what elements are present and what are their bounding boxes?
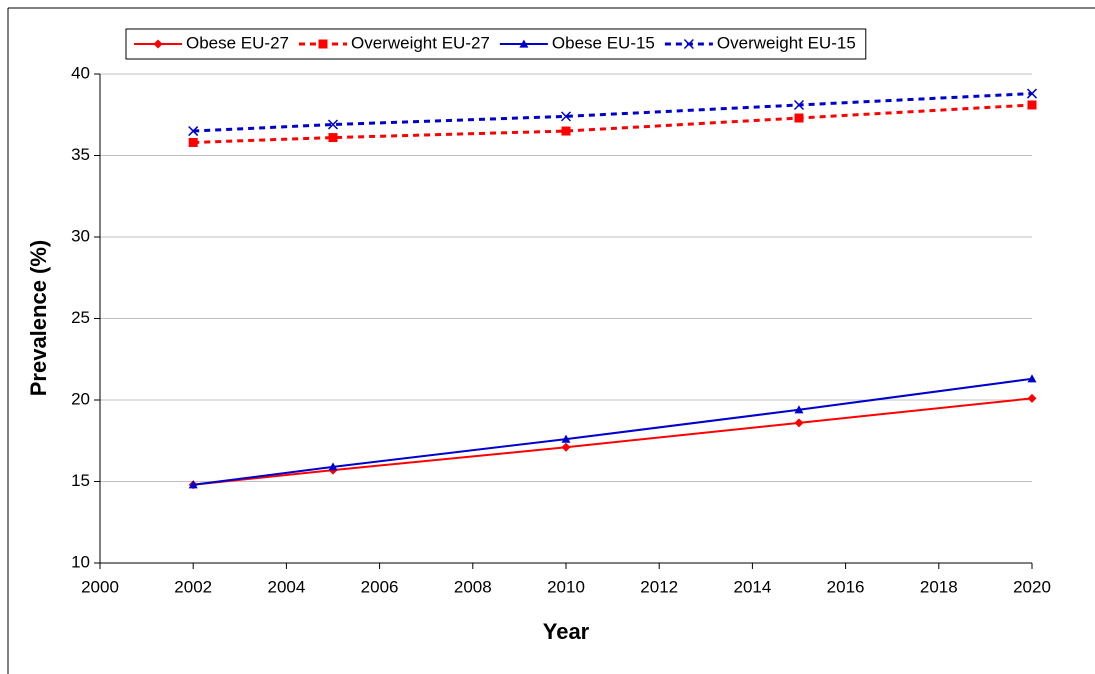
marker [1027,374,1037,383]
marker [1027,100,1037,110]
x-tick-label: 2008 [454,577,492,596]
marker [318,39,328,49]
x-tick-label: 2000 [81,577,119,596]
series-line [193,397,1033,486]
marker [328,462,338,471]
marker [793,99,805,111]
x-tick-label: 2012 [640,577,678,596]
legend-box [125,28,867,60]
marker [153,39,163,49]
y-tick-label: 20 [71,389,90,408]
x-tick-label: 2014 [733,577,771,596]
y-tick-label: 30 [71,226,90,245]
legend-label: Overweight EU-27 [351,33,490,52]
marker [561,434,571,443]
x-tick-label: 2016 [827,577,865,596]
y-tick-label: 25 [71,308,90,327]
x-tick-label: 2002 [174,577,212,596]
y-tick-label: 40 [71,63,90,82]
marker [794,418,804,428]
marker [683,38,694,50]
series-line [193,92,1033,133]
marker [328,133,338,143]
y-tick-label: 35 [71,145,90,164]
legend-label: Obese EU-15 [552,33,655,52]
legend-label: Overweight EU-15 [717,33,856,52]
marker [1027,393,1037,403]
marker [188,126,199,137]
x-axis-title: Year [543,619,590,644]
x-tick-label: 2006 [361,577,399,596]
marker [327,119,339,130]
marker [561,126,571,136]
marker [188,480,198,489]
marker [561,442,571,452]
marker [1026,88,1038,99]
marker [794,113,804,123]
marker [794,405,804,414]
y-tick-label: 10 [71,552,90,571]
legend-label: Obese EU-27 [186,33,289,52]
x-tick-label: 2010 [547,577,585,596]
y-axis-title: Prevalence (%) [26,240,51,397]
marker [560,111,572,122]
x-tick-label: 2004 [267,577,305,596]
series-line [193,103,1033,144]
x-tick-label: 2020 [1013,577,1051,596]
marker [519,39,529,48]
marker [188,137,198,147]
series-line [193,377,1033,486]
y-tick-label: 15 [71,471,90,490]
x-tick-label: 2018 [920,577,958,596]
